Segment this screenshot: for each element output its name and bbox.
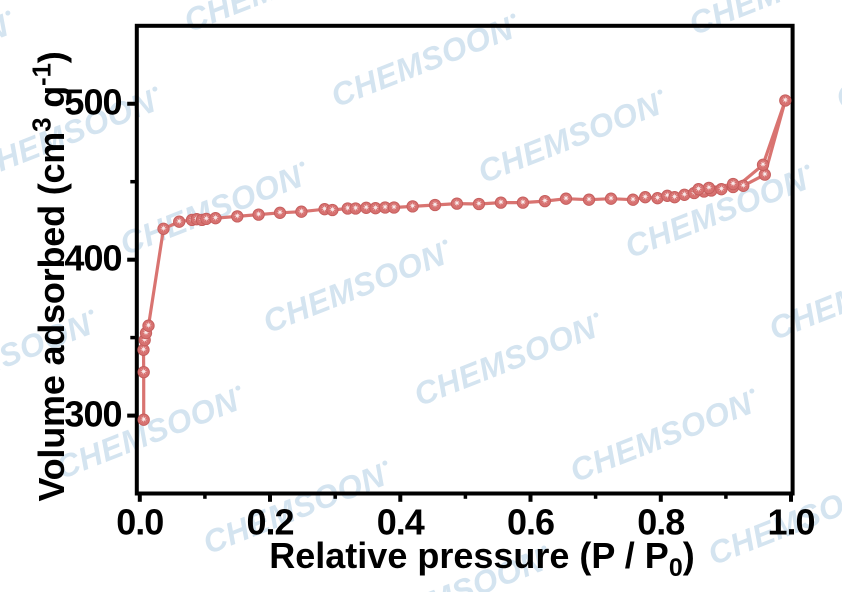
- svg-text:1.0: 1.0: [767, 501, 814, 542]
- svg-text:300: 300: [64, 393, 121, 434]
- svg-text:0.8: 0.8: [637, 501, 684, 542]
- svg-text:400: 400: [64, 238, 121, 279]
- svg-text:0.4: 0.4: [377, 501, 425, 542]
- svg-text:0.0: 0.0: [116, 501, 163, 542]
- svg-text:Relative pressure (P / P0): Relative pressure (P / P0): [269, 535, 694, 582]
- svg-text:0.6: 0.6: [507, 501, 554, 542]
- svg-text:500: 500: [64, 82, 121, 123]
- svg-text:0.2: 0.2: [246, 501, 293, 542]
